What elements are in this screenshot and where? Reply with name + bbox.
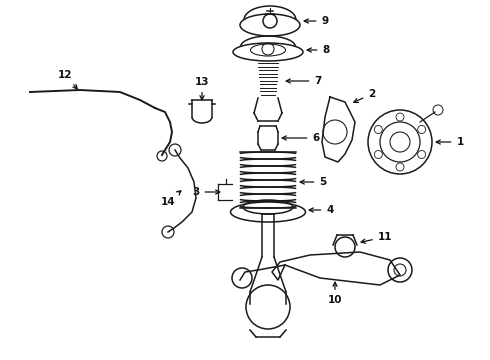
Text: 14: 14 [161,191,181,207]
Text: 12: 12 [58,70,77,89]
Text: 3: 3 [193,187,220,197]
Text: 4: 4 [309,205,334,215]
Text: 8: 8 [307,45,330,55]
Text: 7: 7 [286,76,322,86]
Text: 1: 1 [436,137,464,147]
Text: 2: 2 [354,89,376,103]
Text: 6: 6 [282,133,319,143]
Text: 9: 9 [304,16,329,26]
Text: 11: 11 [361,232,392,243]
Text: 13: 13 [195,77,209,100]
Text: 10: 10 [328,282,342,305]
Text: 5: 5 [300,177,327,187]
